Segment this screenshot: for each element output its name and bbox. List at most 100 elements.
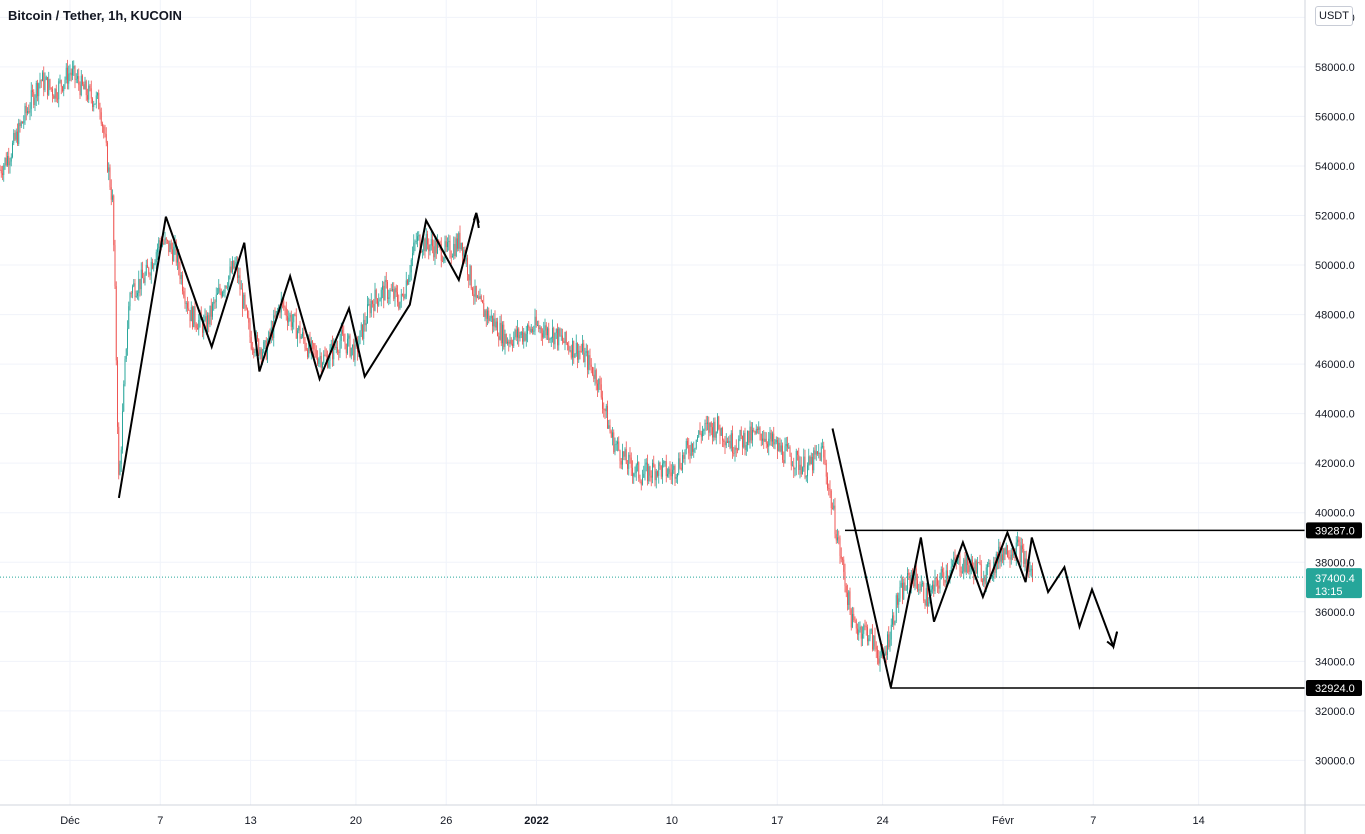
candle-body xyxy=(178,252,180,269)
candle-body xyxy=(77,76,78,79)
candle-body xyxy=(790,456,792,466)
candle-body xyxy=(135,295,137,297)
arrow-head-top xyxy=(472,212,480,229)
candle-body xyxy=(487,310,488,319)
candle-body xyxy=(563,341,565,344)
candle-body xyxy=(764,438,766,442)
candle-body xyxy=(647,462,648,482)
candle-body xyxy=(102,123,103,127)
candle-body xyxy=(607,405,608,429)
x-tick-label: 20 xyxy=(350,815,362,827)
candle-body xyxy=(390,290,392,291)
candle-body xyxy=(258,339,260,355)
candle-body xyxy=(354,340,356,361)
candle-body xyxy=(118,426,120,475)
candle-body xyxy=(295,315,297,339)
candle-body xyxy=(850,609,852,628)
candle-body xyxy=(7,156,8,166)
candle-body xyxy=(975,560,977,574)
candle-body xyxy=(177,252,178,263)
candle-body xyxy=(852,613,853,628)
candle-body xyxy=(415,241,417,242)
candle-body xyxy=(483,303,485,317)
candle-body xyxy=(137,292,138,296)
candle-body xyxy=(625,449,627,464)
candle-body xyxy=(877,649,878,659)
candle-body xyxy=(968,565,970,572)
candle-body xyxy=(540,327,542,334)
candle-body xyxy=(143,278,145,283)
candle-body xyxy=(838,537,840,539)
candle-body xyxy=(972,559,973,567)
candle-body xyxy=(1000,554,1002,562)
candle-body xyxy=(858,629,860,635)
candle-body xyxy=(198,320,200,330)
candle-body xyxy=(405,280,407,297)
candle-body xyxy=(108,167,110,172)
candle-body xyxy=(93,104,95,108)
candle-body xyxy=(288,317,290,323)
candle-body xyxy=(129,293,131,307)
candle-body xyxy=(519,335,521,339)
candle-body xyxy=(630,457,632,468)
candle-body xyxy=(773,433,775,445)
candle-body xyxy=(797,451,798,455)
candle-body xyxy=(544,325,546,331)
candle-body xyxy=(550,337,552,339)
candle-body xyxy=(472,288,473,295)
candle-body xyxy=(480,295,482,301)
candle-body xyxy=(502,324,503,344)
candle-body xyxy=(412,253,413,260)
candle-body xyxy=(249,322,251,338)
level-label-bg xyxy=(1306,522,1362,539)
candle-body xyxy=(604,409,606,412)
candle-body xyxy=(402,294,403,295)
candle-body xyxy=(347,338,348,354)
candle-body xyxy=(717,416,718,432)
candle-body xyxy=(423,239,425,252)
x-tick-label: 10 xyxy=(666,815,678,827)
candle-body xyxy=(932,584,933,590)
candle-body xyxy=(508,341,510,344)
candle-body xyxy=(1023,549,1025,564)
currency-unit-button[interactable]: USDT xyxy=(1315,6,1353,26)
candle-body xyxy=(489,318,491,321)
candle-body xyxy=(722,427,723,441)
candle-body xyxy=(769,432,771,439)
candle-body xyxy=(965,554,967,572)
candle-body xyxy=(715,431,717,438)
candle-body xyxy=(840,555,842,559)
candle-body xyxy=(779,442,781,452)
candle-body xyxy=(413,242,415,254)
y-tick-label: 30000.0 xyxy=(1315,755,1355,767)
candle-body xyxy=(744,432,746,451)
candle-body xyxy=(497,321,498,337)
candle-body xyxy=(49,79,51,88)
candle-body xyxy=(663,461,665,464)
candle-body xyxy=(753,429,755,431)
candle-body xyxy=(422,251,423,252)
candle-body xyxy=(450,256,452,258)
candle-body xyxy=(218,287,220,294)
candle-body xyxy=(937,578,938,586)
candle-body xyxy=(813,450,815,471)
candle-body xyxy=(1020,545,1022,563)
candle-body xyxy=(312,341,313,344)
candle-body xyxy=(25,105,27,114)
arrow-head-bottom xyxy=(1106,631,1119,649)
candle-body xyxy=(90,88,92,99)
candle-body xyxy=(1017,539,1018,543)
candle-body xyxy=(19,122,21,127)
candle-body xyxy=(890,624,892,640)
candle-body xyxy=(980,564,982,582)
candle-body xyxy=(1009,557,1011,560)
candle-body xyxy=(133,283,135,287)
candle-body xyxy=(835,534,837,541)
candle-body xyxy=(1019,541,1021,563)
candle-body xyxy=(703,429,705,431)
candle-body xyxy=(637,462,638,465)
candle-body xyxy=(495,321,497,328)
candle-body xyxy=(532,329,533,332)
candle-body xyxy=(720,427,722,436)
